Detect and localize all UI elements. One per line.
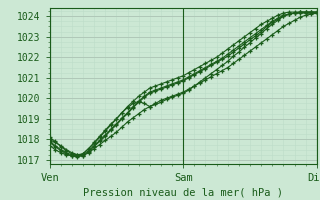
- X-axis label: Pression niveau de la mer( hPa ): Pression niveau de la mer( hPa ): [83, 187, 283, 197]
